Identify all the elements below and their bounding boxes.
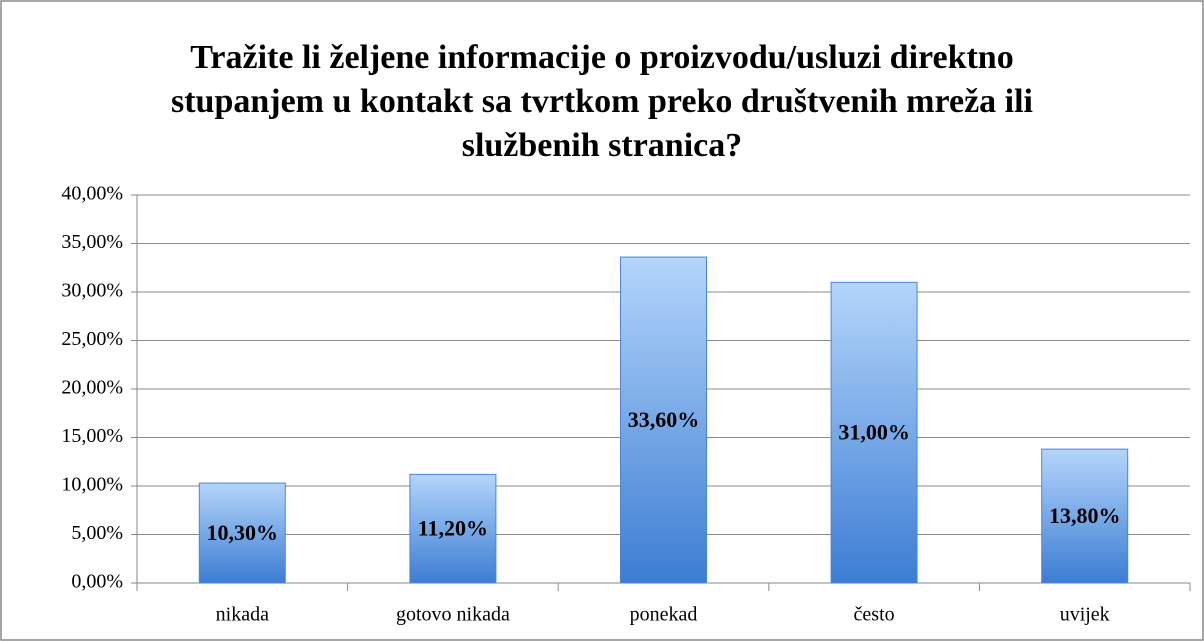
value-label: 31,00% [838,420,910,445]
x-tick-label: ponekad [630,604,698,626]
value-label: 11,20% [418,516,488,541]
x-tick-label: nikada [216,604,269,626]
y-tick-label: 25,00% [61,328,123,350]
y-tick-label: 0,00% [71,571,123,593]
bar [830,281,918,584]
bar [620,256,707,584]
chart-title: stupanjem u kontakt sa tvrtkom preko dru… [171,83,1033,120]
y-tick-label: 15,00% [61,425,123,447]
value-label: 33,60% [628,407,700,432]
y-tick-label: 40,00% [61,183,123,205]
y-tick-label: 5,00% [71,522,123,544]
x-tick-label: često [854,604,895,626]
y-tick-label: 10,00% [61,474,123,496]
y-tick-label: 20,00% [61,377,123,399]
bar [198,482,286,584]
y-tick-label: 35,00% [61,231,123,253]
value-label: 13,80% [1049,503,1121,528]
chart-title: službenih stranica? [462,127,743,164]
y-tick-label: 30,00% [61,280,123,302]
chart-title: Tražite li željene informacije o proizvo… [190,39,1013,76]
bar [409,473,497,584]
x-tick-label: uvijek [1060,604,1110,626]
bar [1041,448,1129,584]
x-tick-label: gotovo nikada [396,604,510,626]
value-label: 10,30% [207,520,279,545]
